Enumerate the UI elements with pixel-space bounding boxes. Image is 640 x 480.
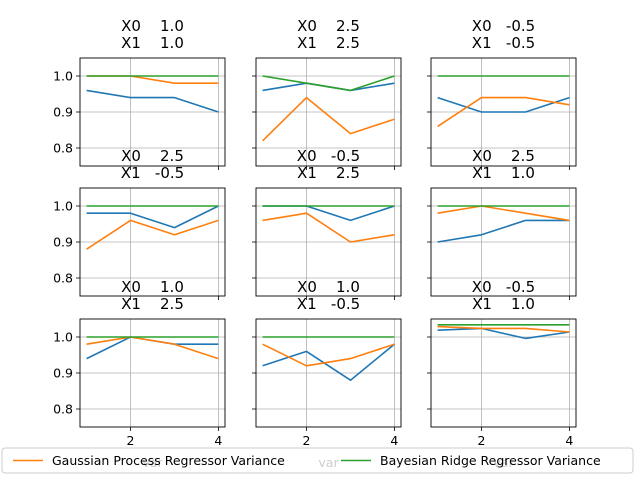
y-tick-label: 0.8 (53, 141, 73, 156)
y-tick-label: 1.0 (53, 330, 73, 345)
y-tick-label: 0.9 (53, 366, 73, 381)
subplot-title-line-1: X0 2.5 (472, 147, 535, 165)
series-line-gp (437, 205, 570, 222)
series-line-gp (437, 96, 570, 128)
series-line-blue (437, 219, 570, 243)
series-line-blue (86, 89, 219, 113)
legend-label-gp: Gaussian Process Regressor Variance (52, 453, 285, 468)
y-tick-label: 0.9 (53, 105, 73, 120)
series-line-blue (86, 205, 219, 229)
series-line-blue (262, 343, 395, 382)
x-tick-label: 4 (390, 433, 398, 448)
subplot-title-line-1: X0 2.5 (121, 147, 184, 165)
series-line-blue (437, 96, 570, 113)
series-line-gp (262, 212, 395, 243)
subplot-9: 2 4 X0 -0.5X1 1.0 (427, 278, 577, 448)
subplot-title-line-2: X1 -0.5 (472, 34, 535, 52)
subplot-title-line-2: X1 1.0 (121, 34, 184, 52)
y-tick-label: 0.8 (53, 271, 73, 286)
x-tick-label: 2 (478, 433, 486, 448)
x-tick-label: 4 (565, 433, 573, 448)
subplot-1: 0.8 0.9 1.0 X0 1.0X1 1.0 (53, 17, 226, 170)
y-tick-label: 0.9 (53, 235, 73, 250)
subplot-2: X0 2.5X1 2.5 (252, 17, 402, 170)
subplot-4: 0.8 0.9 1.0 X0 2.5X1 -0.5 (53, 147, 226, 300)
subplot-title-line-1: X0 -0.5 (297, 147, 360, 165)
subplot-title-line-2: X1 2.5 (297, 164, 360, 182)
subplot-title-line-2: X1 2.5 (121, 295, 184, 313)
subplot-title-line-2: X1 1.0 (472, 295, 535, 313)
subplot-title-line-1: X0 1.0 (121, 17, 184, 35)
series-line-gp (262, 96, 395, 142)
y-tick-label: 1.0 (53, 199, 73, 214)
subplot-title-line-2: X1 2.5 (297, 34, 360, 52)
x-tick-label: 4 (214, 433, 222, 448)
subplot-title-line-2: X1 -0.5 (297, 295, 360, 313)
subplot-title-line-2: X1 1.0 (472, 164, 535, 182)
legend-frame (1, 447, 634, 474)
subplot-3: X0 -0.5X1 -0.5 (427, 17, 577, 170)
subplot-title-line-1: X0 2.5 (297, 17, 360, 35)
legend-label-br: Bayesian Ridge Regressor Variance (380, 453, 601, 468)
series-line-gp (86, 219, 219, 250)
x-tick-label: 2 (127, 433, 135, 448)
subplot-title-line-1: X0 1.0 (121, 278, 184, 296)
y-tick-label: 1.0 (53, 69, 73, 84)
series-line-gp (437, 325, 570, 333)
series-line-gp (262, 343, 395, 367)
series-line-gp (86, 336, 219, 360)
subplot-7: 2 4 0.8 0.9 1.0 X0 1.0X1 2.5 (53, 278, 226, 448)
subplot-title-line-2: X1 -0.5 (121, 164, 184, 182)
series-line-blue (437, 327, 570, 340)
x-tick-label: 2 (303, 433, 311, 448)
legend: Gaussian Process Regressor Variance Baye… (1, 447, 634, 474)
subplot-title-line-1: X0 -0.5 (472, 17, 535, 35)
subplot-8: 2 4 X0 1.0X1 -0.5 (252, 278, 402, 448)
series-line-br (262, 75, 395, 92)
subplot-6: X0 2.5X1 1.0 (427, 147, 577, 300)
y-tick-label: 0.8 (53, 402, 73, 417)
subplot-title-line-1: X0 -0.5 (472, 278, 535, 296)
subplot-5: X0 -0.5X1 2.5 (252, 147, 402, 300)
subplot-title-line-1: X0 1.0 (297, 278, 360, 296)
